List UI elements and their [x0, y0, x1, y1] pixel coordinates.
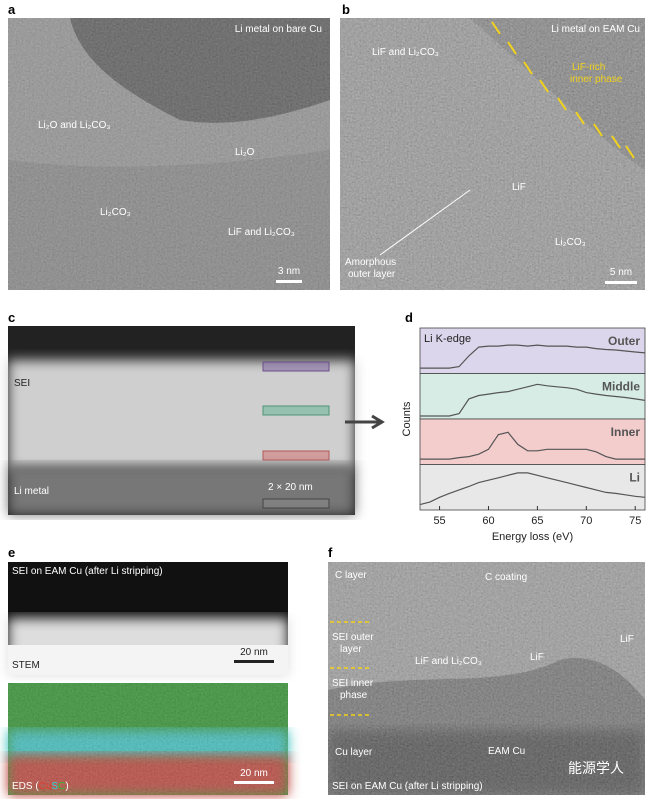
- watermark: 能源学人: [568, 760, 624, 776]
- annotation: Cu layer: [335, 747, 373, 758]
- spectra-chart: Outer Middle Inner Li 55 60 65 70 75 Li K-edge Ene…: [401, 327, 646, 543]
- spectrum-line: [420, 431, 645, 460]
- image-b: [340, 18, 645, 290]
- annotation: Li₂O and Li₂CO₃: [38, 120, 110, 131]
- annotation: STEM: [12, 660, 40, 671]
- x-tick-label: 65: [531, 515, 543, 527]
- annotation: SEI inner: [332, 678, 374, 689]
- roi-box: [262, 361, 330, 372]
- panel-label: a: [8, 2, 16, 17]
- eds-prefix: EDS (: [12, 781, 39, 792]
- scale-bar: [605, 281, 637, 284]
- annotation: LiF and Li₂CO₃: [415, 656, 482, 667]
- arrow: [379, 189, 471, 256]
- panel-label: d: [405, 310, 413, 325]
- x-tick-label: 75: [629, 515, 641, 527]
- panel-label: c: [8, 310, 15, 325]
- annotation: LiF: [512, 182, 526, 193]
- annotation: LiF and Li₂CO₃: [228, 227, 295, 238]
- chart-title: Li K-edge: [424, 333, 471, 345]
- spectrum-line: [420, 383, 646, 417]
- annotation: C coating: [485, 572, 527, 583]
- eds-label: EDS (CuSC): [12, 781, 69, 792]
- scale-label: 3 nm: [278, 266, 300, 277]
- y-axis-label: Counts: [401, 401, 413, 436]
- annotation: Li metal on EAM Cu: [551, 24, 640, 35]
- scale-label: 5 nm: [610, 267, 632, 278]
- image-e-eds: [8, 683, 288, 795]
- panel-label: b: [342, 2, 350, 17]
- annotation: LiF: [620, 634, 634, 645]
- annotation: Li metal: [14, 486, 49, 497]
- eds-suffix: ): [65, 781, 68, 792]
- annotation: Li metal on bare Cu: [235, 24, 322, 35]
- image-a: [8, 18, 330, 290]
- series-label: Outer: [608, 334, 640, 348]
- eds-element: Cu: [39, 781, 52, 792]
- annotation: LiF: [530, 652, 544, 663]
- annotation: 2 × 20 nm: [268, 482, 313, 493]
- annotation: LiF and Li₂CO₃: [372, 47, 439, 58]
- annotation: SEI: [14, 378, 30, 389]
- eds-element: S: [51, 781, 58, 792]
- roi-box: [262, 405, 330, 416]
- series-label: Li: [629, 471, 640, 485]
- annotation: Li₂CO₃: [100, 207, 131, 218]
- image-e-stem: [8, 562, 288, 675]
- panel-label: f: [328, 545, 333, 560]
- annotation: Li₂CO₃: [555, 237, 586, 248]
- series-label: Inner: [611, 425, 641, 439]
- annotation: outer layer: [348, 269, 396, 280]
- annotation: C layer: [335, 570, 367, 581]
- annotation: LiF-rich: [572, 62, 605, 73]
- annotation: SEI outer: [332, 632, 374, 643]
- scale-bar: [234, 660, 274, 663]
- x-tick-label: 55: [433, 515, 445, 527]
- image-f: [328, 562, 645, 795]
- annotation: layer: [340, 644, 362, 655]
- arrows: [491, 21, 635, 159]
- scale-label: 20 nm: [240, 768, 268, 779]
- x-axis-label: Energy loss (eV): [492, 531, 573, 543]
- roi-box: [262, 498, 330, 509]
- annotation: SEI on EAM Cu (after Li stripping): [332, 781, 483, 792]
- roi-box: [262, 450, 330, 461]
- arrow: [345, 414, 385, 430]
- x-tick-label: 70: [580, 515, 592, 527]
- band: [419, 327, 646, 374]
- annotation: SEI on EAM Cu (after Li stripping): [12, 566, 163, 577]
- spectrum-line: [420, 344, 646, 369]
- annotation: phase: [340, 690, 368, 701]
- spectrum-line: [419, 472, 646, 506]
- annotation: inner phase: [570, 74, 623, 85]
- panel-label: e: [8, 545, 15, 560]
- scale-bar: [234, 781, 274, 784]
- scale-bar: [276, 280, 302, 283]
- scale-label: 20 nm: [240, 647, 268, 658]
- band: [419, 418, 646, 465]
- x-tick-label: 60: [482, 515, 494, 527]
- annotation: Amorphous: [345, 257, 396, 268]
- band: [419, 464, 646, 511]
- annotation: Li₂O: [235, 147, 255, 158]
- annotation: EAM Cu: [488, 746, 525, 757]
- series-label: Middle: [602, 380, 640, 394]
- eds-element: C: [58, 781, 65, 792]
